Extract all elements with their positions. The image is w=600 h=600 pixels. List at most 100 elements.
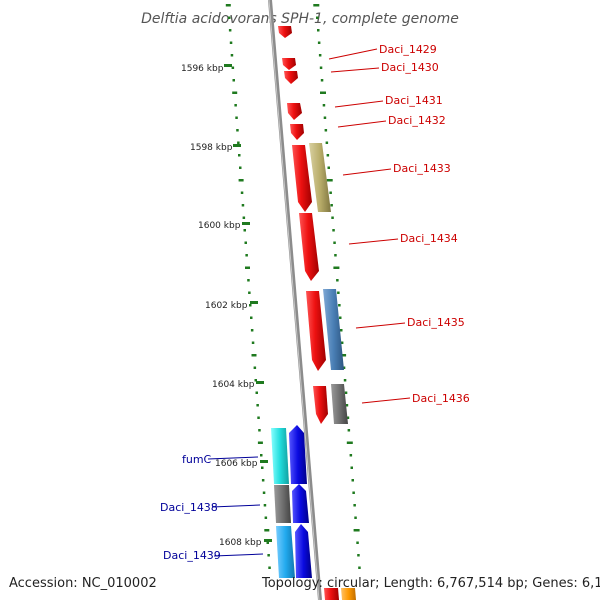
ring-tick (238, 179, 244, 182)
kbp-label-1606: 1606 kbp (215, 459, 258, 469)
gene-arrow-daci-1429[interactable] (278, 26, 292, 38)
leader-daci-1432 (337, 120, 387, 128)
ring-tick (333, 241, 336, 244)
kbp-tick-1604 (256, 381, 264, 384)
ring-tick (334, 254, 337, 257)
ring-tick (257, 416, 260, 419)
gene-block-daci-1439[interactable] (276, 526, 295, 578)
label-daci-1431[interactable]: Daci_1431 (385, 94, 443, 107)
gene-block-bottom-orange[interactable] (341, 588, 356, 600)
kbp-label-1604: 1604 kbp (212, 380, 255, 390)
gene-block-daci-1438[interactable] (274, 485, 291, 523)
ring-tick (332, 229, 335, 232)
ring-tick (245, 254, 248, 257)
ring-tick (339, 316, 342, 319)
ring-tick (319, 66, 323, 69)
ring-tick (230, 54, 234, 57)
ring-tick (329, 191, 332, 194)
label-daci-1438[interactable]: Daci_1438 (160, 501, 218, 514)
gene-arrow-daci-1438[interactable] (292, 484, 309, 523)
ring-tick (253, 366, 257, 369)
label-fumc[interactable]: fumC (182, 453, 212, 466)
kbp-tick-1596 (224, 64, 232, 67)
kbp-scale: 1596 kbp 1598 kbp 1600 kbp 1602 kbp 1604… (181, 64, 272, 548)
ring-tick (268, 566, 271, 569)
gene-arrow-daci-1433[interactable] (292, 145, 312, 212)
ring-tick (237, 141, 240, 144)
ring-tick (245, 266, 250, 269)
ring-tick (251, 354, 257, 357)
ring-tick (250, 329, 254, 332)
ring-tick (340, 354, 347, 357)
kbp-label-1600: 1600 kbp (198, 221, 241, 231)
leader-daci-1433 (342, 168, 392, 176)
ring-tick (257, 441, 263, 444)
ring-tick (238, 154, 241, 157)
ring-tick (229, 41, 233, 44)
label-daci-1436[interactable]: Daci_1436 (412, 392, 470, 405)
ring-tick (325, 141, 329, 144)
ring-tick (228, 16, 231, 19)
feature-block-gray-upper[interactable] (331, 384, 348, 424)
label-daci-1433[interactable]: Daci_1433 (393, 162, 451, 175)
gene-arrow-daci-1432[interactable] (290, 124, 304, 140)
ring-tick (350, 466, 353, 469)
label-daci-1434[interactable]: Daci_1434 (400, 232, 458, 245)
ring-tick (249, 304, 252, 307)
feature-block-steel[interactable] (323, 289, 344, 370)
gene-arrow-daci-1430a[interactable] (282, 58, 296, 70)
kbp-tick-1600 (242, 222, 250, 225)
gene-arrow-daci-1436[interactable] (313, 386, 328, 424)
gene-block-bottom-red[interactable] (324, 588, 339, 600)
left-gene-labels: fumC Daci_1438 Daci_1439 (160, 453, 264, 562)
ring-tick (316, 16, 319, 19)
accession-text: Accession: NC_010002 (9, 576, 157, 591)
ring-tick (344, 391, 348, 394)
kbp-label-1602: 1602 kbp (205, 301, 248, 311)
gene-arrow-daci-1439[interactable] (295, 524, 312, 578)
ring-tick (264, 529, 270, 532)
leader-fumc (207, 456, 259, 460)
inner-tick-ring (313, 4, 361, 569)
gene-block-fumc[interactable] (271, 428, 289, 484)
label-daci-1430[interactable]: Daci_1430 (381, 61, 439, 74)
ring-tick (352, 491, 355, 494)
ring-tick (313, 4, 320, 7)
outer-tick-ring (225, 4, 271, 569)
gene-arrow-daci-1431[interactable] (287, 103, 302, 120)
label-daci-1432[interactable]: Daci_1432 (388, 114, 446, 127)
leader-daci-1430 (330, 67, 380, 73)
leader-daci-1434 (348, 238, 399, 245)
feature-block-gold[interactable] (309, 143, 331, 212)
ring-tick (243, 229, 246, 232)
ring-tick (254, 379, 257, 382)
label-daci-1435[interactable]: Daci_1435 (407, 316, 465, 329)
ring-tick (327, 166, 330, 169)
map-title: Delftia acidovorans SPH-1, complete geno… (141, 11, 459, 27)
gene-arrow-daci-1435[interactable] (306, 291, 326, 371)
ring-tick (232, 91, 238, 94)
right-gene-labels: Daci_1429 Daci_1430 Daci_1431 Daci_1432 … (328, 43, 470, 405)
leader-daci-1435 (355, 322, 406, 329)
ring-tick (320, 79, 324, 82)
ring-tick (267, 554, 270, 557)
kbp-tick-1598 (233, 144, 241, 147)
leader-daci-1431 (334, 100, 384, 108)
gene-arrow-daci-1434[interactable] (299, 213, 319, 281)
label-daci-1429[interactable]: Daci_1429 (379, 43, 437, 56)
ring-tick (346, 416, 350, 419)
reverse-strand-genes (271, 425, 356, 600)
label-daci-1439[interactable]: Daci_1439 (163, 549, 221, 562)
gene-arrow-fumc[interactable] (289, 425, 307, 484)
ring-tick (262, 491, 266, 494)
ring-tick (353, 529, 360, 532)
gene-arrow-daci-1430b[interactable] (284, 71, 298, 84)
ring-tick (326, 154, 330, 157)
leader-daci-1429 (328, 48, 378, 60)
ring-tick (263, 504, 267, 507)
ring-tick (322, 104, 326, 107)
ring-tick (232, 79, 235, 82)
ring-tick (333, 266, 340, 269)
forward-strand-genes (278, 26, 328, 424)
